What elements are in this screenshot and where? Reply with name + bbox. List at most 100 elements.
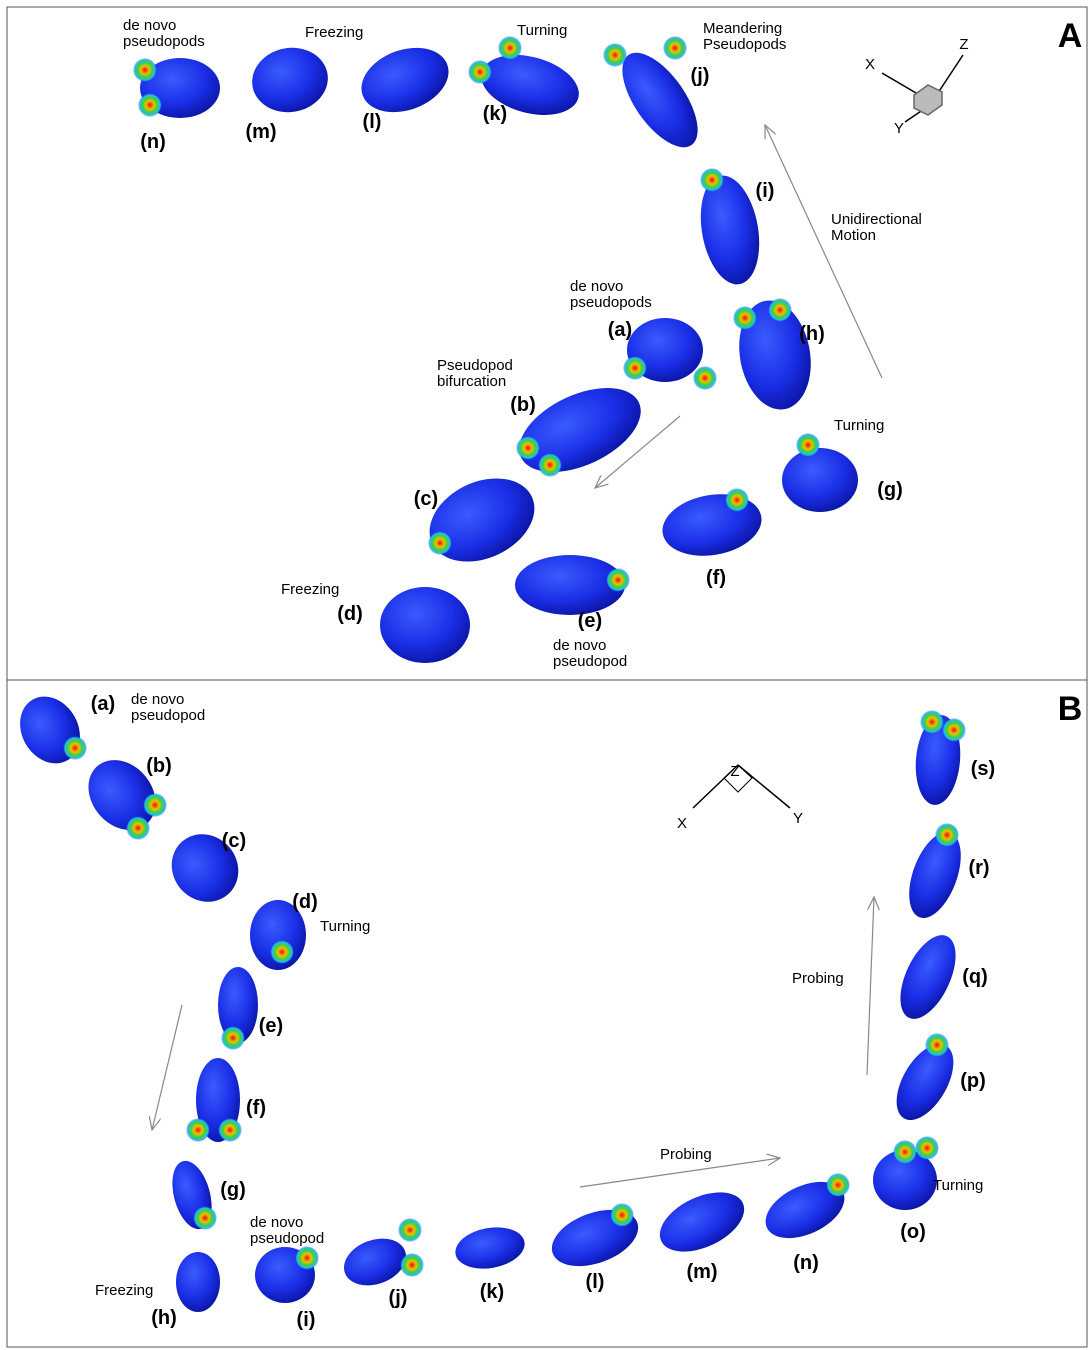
annotation: pseudopods [123, 33, 205, 50]
stage-label: (k) [480, 1281, 504, 1303]
cell [247, 42, 333, 118]
annotation: de novo [553, 637, 606, 654]
stage-label: (h) [151, 1307, 177, 1329]
cell [889, 927, 967, 1027]
stage-label: (i) [297, 1309, 316, 1331]
annotation: Turning [933, 1177, 983, 1194]
pseudopod-tip [733, 306, 757, 330]
annotation: pseudopod [131, 707, 205, 724]
pseudopod-tip [218, 1118, 242, 1142]
pseudopod-tip [221, 1026, 245, 1050]
cell [8, 686, 91, 775]
stage-label: (a) [608, 319, 632, 341]
axis-label: Z [730, 763, 739, 780]
pseudopod-tip [538, 453, 562, 477]
arrow [867, 897, 874, 1075]
pseudopod-tip [498, 36, 522, 60]
figure: A X Y Z (a) (b) (c) (d) (e) (f) (g) (h) (i) (j) (k) (l)… [0, 0, 1088, 1350]
annotation: de novo [131, 691, 184, 708]
annotation: Pseudopod [437, 357, 513, 374]
pseudopod-tip [516, 436, 540, 460]
pseudopod-tip [138, 93, 162, 117]
annotation: de novo [570, 278, 623, 295]
pseudopod-tip [942, 718, 966, 742]
axis-label: Y [894, 120, 904, 137]
cell [416, 462, 548, 577]
stage-label: (a) [91, 693, 115, 715]
annotation: Motion [831, 227, 876, 244]
stage-label: (f) [706, 567, 726, 589]
annotation: pseudopod [250, 1230, 324, 1247]
cell [885, 1035, 965, 1130]
annotation: Freezing [281, 581, 339, 598]
stage-label: (r) [968, 857, 989, 879]
stage-label: (b) [146, 755, 172, 777]
pseudopod-tip [663, 36, 687, 60]
pseudopod-tip [63, 736, 87, 760]
pseudopod-tip [428, 531, 452, 555]
stage-label: (n) [140, 131, 166, 153]
stage-label: (g) [220, 1179, 246, 1201]
pseudopod-tip [925, 1033, 949, 1057]
stage-label: (l) [363, 111, 382, 133]
axes-icon [693, 55, 963, 808]
pseudopod-tip [606, 568, 630, 592]
annotation: Probing [792, 970, 844, 987]
stage-label: (m) [686, 1261, 717, 1283]
pseudopod-tip [935, 823, 959, 847]
stage-label: (i) [756, 180, 775, 202]
panel-letter: A [1058, 17, 1083, 55]
cell [176, 1252, 220, 1312]
pseudopod-tip [920, 710, 944, 734]
stage-label: (c) [414, 488, 438, 510]
cell [782, 448, 858, 512]
stage-label: (d) [337, 603, 363, 625]
stage-label: (k) [483, 103, 507, 125]
stage-label: (g) [877, 479, 903, 501]
pseudopod-tip [623, 356, 647, 380]
stage-label: (s) [971, 758, 995, 780]
annotation: Unidirectional [831, 211, 922, 228]
stage-label: (j) [389, 1287, 408, 1309]
annotation: pseudopod [553, 653, 627, 670]
stage-label: (e) [578, 610, 602, 632]
pseudopod-tip [143, 793, 167, 817]
stage-label: (f) [246, 1097, 266, 1119]
arrow [152, 1005, 182, 1130]
panel-letter: B [1058, 690, 1083, 728]
cell [651, 1180, 754, 1263]
pseudopod-tip [603, 43, 627, 67]
pseudopod-tip [133, 58, 157, 82]
pseudopod-tip [270, 940, 294, 964]
axis-line [738, 765, 790, 808]
annotation: Meandering [703, 20, 782, 37]
stage-label: (p) [960, 1070, 986, 1092]
cell [506, 371, 653, 489]
annotation: Turning [517, 22, 567, 39]
annotation: Probing [660, 1146, 712, 1163]
stage-label: (o) [900, 1221, 926, 1243]
axis-label: X [677, 815, 687, 832]
pseudopod-tip [400, 1253, 424, 1277]
cells [8, 36, 971, 1312]
axis-label: Y [793, 810, 803, 827]
annotation: bifurcation [437, 373, 506, 390]
axis-label: X [865, 56, 875, 73]
stage-label: (e) [259, 1015, 283, 1037]
pseudopod-tip [893, 1140, 917, 1164]
stage-label: (d) [292, 891, 318, 913]
stage-label: (l) [586, 1271, 605, 1293]
stage-label: (n) [793, 1252, 819, 1274]
stage-label: (b) [510, 394, 536, 416]
annotation: Pseudopods [703, 36, 786, 53]
pseudopod-tip [126, 816, 150, 840]
pseudopod-tip [796, 433, 820, 457]
annotation: pseudopods [570, 294, 652, 311]
pseudopod-tip [295, 1246, 319, 1270]
annotation: Freezing [95, 1282, 153, 1299]
pseudopod-tip [398, 1218, 422, 1242]
stage-label: (c) [222, 830, 246, 852]
pseudopod-tip [610, 1203, 634, 1227]
pseudopod-tip [186, 1118, 210, 1142]
pseudopod-tip [468, 60, 492, 84]
